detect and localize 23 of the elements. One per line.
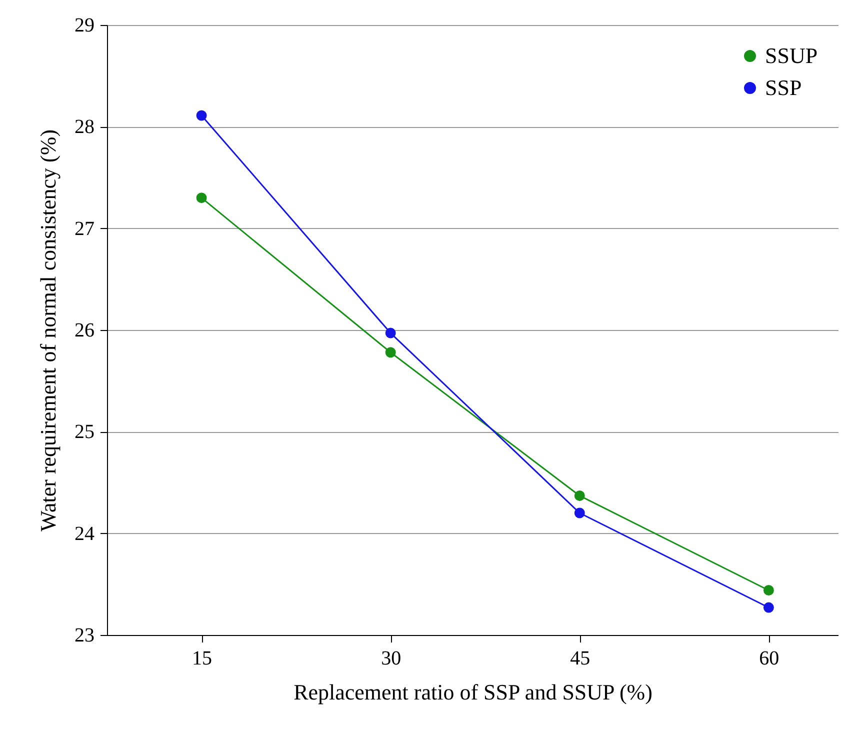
x-tick-label: 30 <box>381 648 402 670</box>
legend-label: SSP <box>765 75 802 100</box>
y-tick-label: 25 <box>74 421 94 444</box>
y-tick-label: 29 <box>74 14 94 36</box>
point <box>574 490 585 501</box>
x-axis-title: Replacement ratio of SSP and SSUP (%) <box>294 680 652 704</box>
x-tick-label: 45 <box>570 648 590 670</box>
point <box>763 602 774 613</box>
point <box>196 192 207 204</box>
point <box>574 508 585 518</box>
point <box>385 328 396 338</box>
y-tick-label: 24 <box>74 522 94 545</box>
point <box>196 110 207 121</box>
y-tick-label: 26 <box>74 320 94 342</box>
x-tick-label: 15 <box>192 648 212 670</box>
point <box>763 585 774 596</box>
x-tick-label: 60 <box>759 648 780 670</box>
y-axis-title: Water requirement of normal consistency (%) <box>36 129 60 532</box>
y-tick-label: 28 <box>74 116 94 138</box>
legend-label: SSUP <box>765 43 818 68</box>
point <box>385 347 396 358</box>
y-tick-label: 23 <box>74 624 94 646</box>
y-tick-label: 27 <box>74 218 94 240</box>
